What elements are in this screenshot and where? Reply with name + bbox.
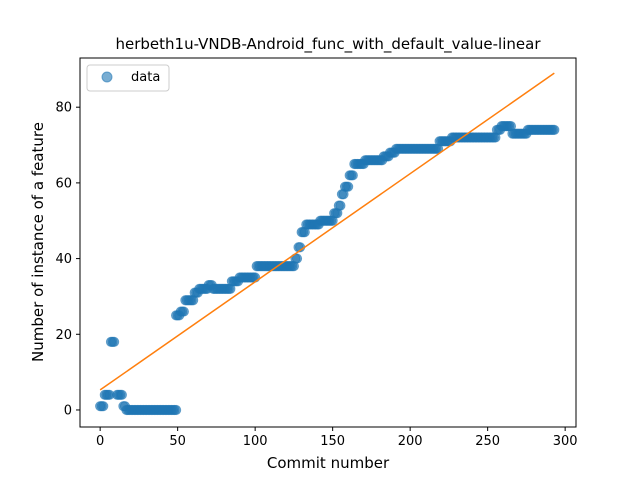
y-tick-label: 20 bbox=[55, 328, 72, 343]
y-tick-label: 40 bbox=[55, 252, 72, 267]
data-point bbox=[117, 390, 126, 399]
x-tick-label: 0 bbox=[96, 434, 104, 449]
data-point bbox=[179, 307, 188, 316]
x-axis-label: Commit number bbox=[267, 454, 390, 472]
y-axis-label: Number of instance of a feature bbox=[29, 122, 47, 362]
chart-title: herbeth1u-VNDB-Android_func_with_default… bbox=[116, 35, 542, 54]
data-point bbox=[99, 402, 108, 411]
legend-label: data bbox=[131, 70, 160, 85]
x-tick-label: 200 bbox=[398, 434, 423, 449]
data-point bbox=[251, 273, 260, 282]
data-point bbox=[172, 405, 181, 414]
data-point bbox=[550, 125, 559, 134]
data-point bbox=[336, 201, 345, 210]
x-tick-label: 250 bbox=[475, 434, 500, 449]
x-tick-label: 100 bbox=[243, 434, 268, 449]
data-point bbox=[110, 337, 119, 346]
legend-marker bbox=[102, 72, 112, 82]
x-tick-label: 50 bbox=[169, 434, 186, 449]
x-tick-label: 300 bbox=[553, 434, 578, 449]
data-point bbox=[344, 182, 353, 191]
y-tick-label: 80 bbox=[55, 101, 72, 116]
y-tick-label: 0 bbox=[64, 403, 72, 418]
y-tick-label: 60 bbox=[55, 176, 72, 191]
x-tick-label: 150 bbox=[320, 434, 345, 449]
data-point bbox=[348, 171, 357, 180]
legend: data bbox=[87, 65, 169, 91]
